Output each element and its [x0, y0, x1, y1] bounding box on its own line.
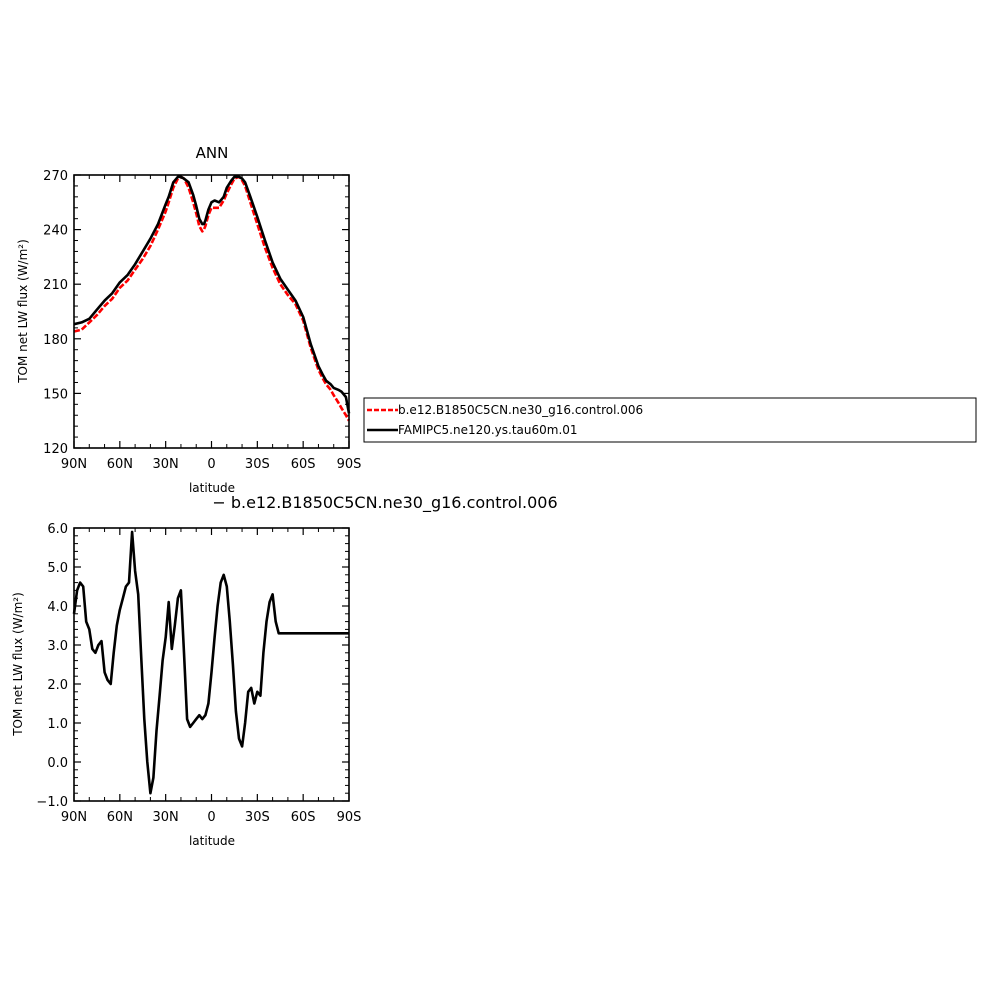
- top-y-tick-label: 120: [43, 442, 68, 457]
- bottom-x-tick-label: 60S: [291, 810, 316, 825]
- bottom-y-axis-title: TOM net LW flux (W/m²): [11, 592, 25, 737]
- top-y-tick-label: 210: [43, 278, 68, 293]
- bottom-x-tick-label: 60N: [107, 810, 133, 825]
- top-x-tick-label: 30N: [153, 457, 179, 472]
- top-y-tick-label: 150: [43, 387, 68, 402]
- bottom-y-tick-label: 1.0: [47, 717, 68, 732]
- legend-label-0: b.e12.B1850C5CN.ne30_g16.control.006: [398, 403, 643, 417]
- bottom-x-tick-label: 90S: [337, 810, 362, 825]
- bottom-x-tick-label: 90N: [61, 810, 87, 825]
- bottom-y-tick-label: 3.0: [47, 639, 68, 654]
- top-y-tick-label: 240: [43, 224, 68, 239]
- legend: b.e12.B1850C5CN.ne30_g16.control.006 FAM…: [363, 397, 977, 443]
- bottom-y-tick-label: 2.0: [47, 678, 68, 693]
- top-x-tick-label: 90S: [337, 457, 362, 472]
- bottom-plot-subtitle: − b.e12.B1850C5CN.ne30_g16.control.006: [212, 493, 557, 513]
- top-x-tick-label: 90N: [61, 457, 87, 472]
- bottom-plot-frame: [73, 527, 350, 802]
- bottom-x-tick-label: 30S: [245, 810, 270, 825]
- top-panel: ANN 90N 60N 30N 0 30S 60S 90S 120 150 180 210 240 27…: [16, 144, 361, 495]
- bottom-y-tick-label: 5.0: [47, 561, 68, 576]
- top-x-tick-label: 60N: [107, 457, 133, 472]
- bottom-x-tick-label: 0: [207, 810, 215, 825]
- top-x-axis-title: latitude: [189, 481, 235, 495]
- legend-box: [363, 397, 977, 443]
- bottom-x-tick-label: 30N: [153, 810, 179, 825]
- top-gridless-frame: 90N 60N 30N 0 30S 60S 90S 120 150 180 210 240 270: [43, 169, 361, 472]
- bottom-y-tick-label: 6.0: [47, 522, 68, 537]
- top-x-tick-label: 30S: [245, 457, 270, 472]
- bottom-series: [72, 530, 349, 795]
- top-y-tick-label: 270: [43, 169, 68, 184]
- top-x-tick-label: 60S: [291, 457, 316, 472]
- top-plot-frame: [73, 174, 350, 449]
- bottom-ticks: 90N 60N 30N 0 30S 60S 90S −1.0 0.0 1.0 2.0 3.0 4.0 5.…: [36, 522, 361, 825]
- top-x-tick-label: 0: [207, 457, 215, 472]
- bottom-y-tick-label: 4.0: [47, 600, 68, 615]
- top-series-line-1: [73, 175, 351, 414]
- top-series-line-0: [73, 175, 351, 422]
- bottom-y-tick-label: 0.0: [47, 756, 68, 771]
- bottom-x-axis-title: latitude: [189, 834, 235, 848]
- top-y-tick-label: 180: [43, 333, 68, 348]
- top-plot-title: ANN: [196, 144, 229, 162]
- legend-label-1: FAMIPC5.ne120.ys.tau60m.01: [398, 423, 578, 437]
- bottom-panel: − b.e12.B1850C5CN.ne30_g16.control.006 9…: [11, 493, 558, 848]
- top-y-axis-title: TOM net LW flux (W/m²): [16, 239, 30, 384]
- top-series: [73, 175, 351, 422]
- bottom-y-tick-label: −1.0: [36, 795, 68, 810]
- bottom-series-line-0: [72, 530, 349, 795]
